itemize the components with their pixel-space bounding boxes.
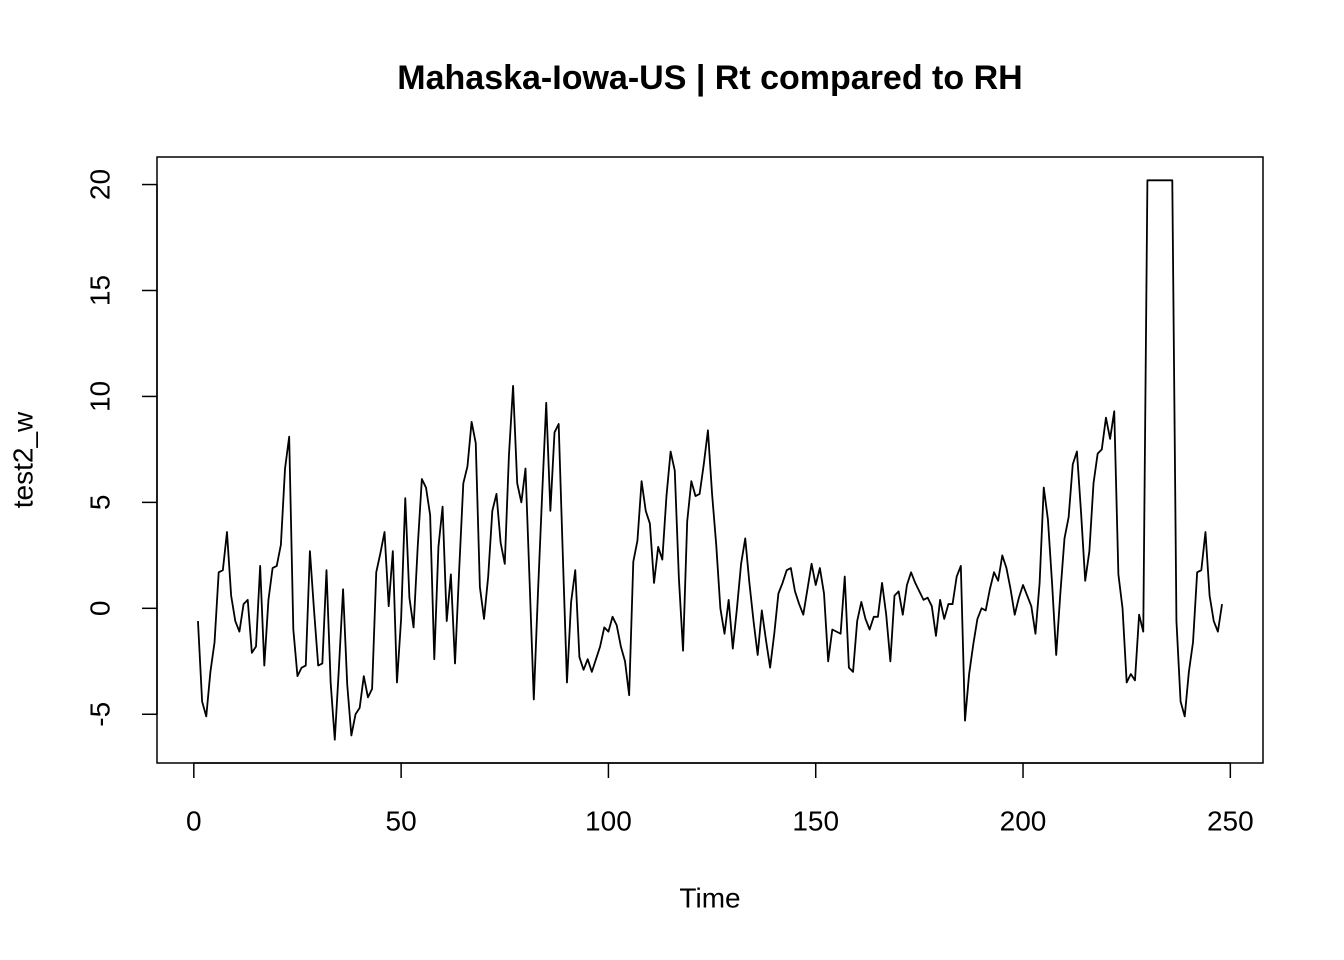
x-tick-label: 250 bbox=[1207, 805, 1254, 836]
x-tick-label: 200 bbox=[1000, 805, 1047, 836]
y-tick-label: 15 bbox=[84, 275, 115, 306]
line-series bbox=[197, 179, 1223, 741]
y-tick-label: 0 bbox=[84, 601, 115, 617]
chart-title: Mahaska-Iowa-US | Rt compared to RH bbox=[397, 59, 1022, 97]
y-tick-label: 5 bbox=[84, 495, 115, 511]
x-tick-label: 150 bbox=[792, 805, 839, 836]
x-tick-label: 0 bbox=[186, 805, 202, 836]
y-tick-label: 10 bbox=[84, 381, 115, 412]
y-tick-label: -5 bbox=[84, 702, 115, 727]
x-axis-label: Time bbox=[679, 882, 740, 913]
x-tick-label: 50 bbox=[386, 805, 417, 836]
y-tick-label: 20 bbox=[84, 169, 115, 200]
x-tick-label: 100 bbox=[585, 805, 632, 836]
y-axis-label: test2_w bbox=[7, 411, 38, 508]
